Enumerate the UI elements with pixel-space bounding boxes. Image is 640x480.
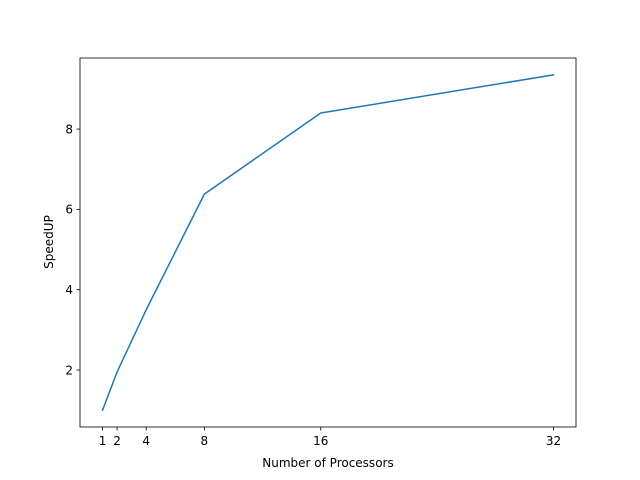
x-tick-label-16: 16: [313, 434, 328, 448]
x-axis-label: Number of Processors: [262, 456, 393, 470]
x-tick-label-32: 32: [546, 434, 561, 448]
series-line-0: [101, 73, 555, 412]
y-tick-label-8: 8: [65, 122, 73, 136]
y-tick-label-4: 4: [65, 283, 73, 297]
x-tick-label-2: 2: [113, 434, 121, 448]
y-tick-label-2: 2: [65, 363, 73, 377]
y-axis-label: SpeedUP: [42, 215, 56, 269]
y-tick-label-6: 6: [65, 203, 73, 217]
x-tick-label-8: 8: [201, 434, 209, 448]
x-tick-label-4: 4: [142, 434, 150, 448]
x-tick-label-1: 1: [99, 434, 107, 448]
axes-frame: [79, 57, 577, 428]
